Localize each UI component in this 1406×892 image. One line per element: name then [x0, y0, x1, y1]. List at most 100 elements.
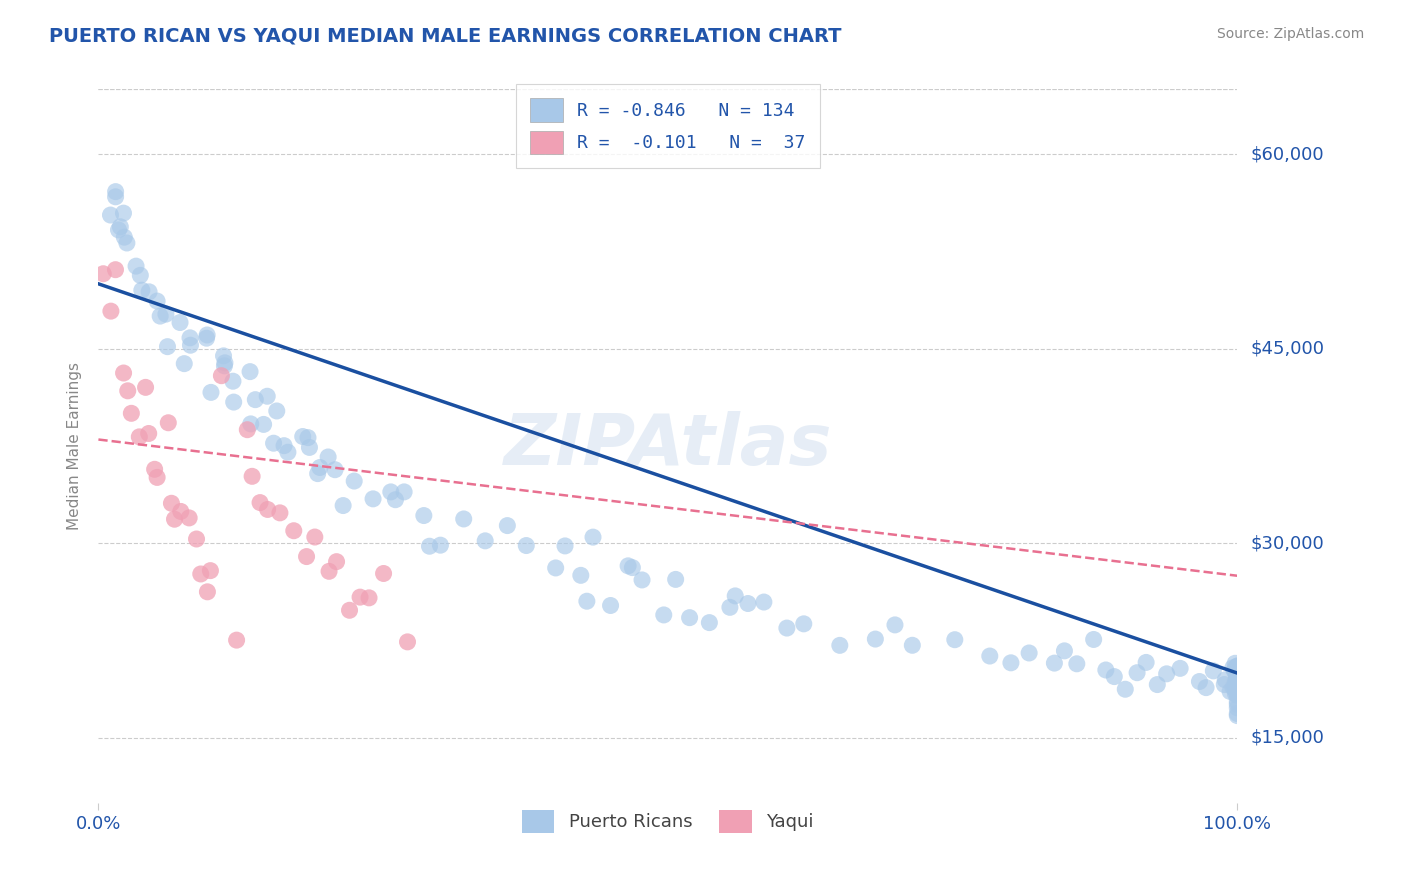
- Point: [1226, 679, 1249, 693]
- Point: [225, 633, 247, 648]
- Point: [515, 539, 537, 553]
- Point: [718, 600, 741, 615]
- Point: [155, 307, 177, 321]
- Point: [1225, 667, 1247, 681]
- Point: [699, 615, 721, 630]
- Point: [325, 555, 347, 569]
- Point: [865, 632, 887, 646]
- Point: [1226, 694, 1249, 708]
- Point: [179, 511, 201, 525]
- Point: [179, 338, 201, 352]
- Point: [569, 568, 592, 582]
- Point: [621, 560, 644, 574]
- Point: [1226, 666, 1249, 681]
- Point: [195, 331, 218, 345]
- Point: [1213, 677, 1236, 691]
- Point: [979, 648, 1001, 663]
- Point: [332, 499, 354, 513]
- Point: [100, 208, 122, 222]
- Point: [1219, 684, 1241, 698]
- Point: [1095, 663, 1118, 677]
- Point: [318, 564, 340, 578]
- Point: [1225, 679, 1247, 693]
- Point: [1225, 678, 1247, 692]
- Point: [115, 235, 138, 250]
- Point: [146, 293, 169, 308]
- Point: [1083, 632, 1105, 647]
- Point: [1104, 670, 1126, 684]
- Point: [1222, 661, 1244, 675]
- Point: [117, 384, 139, 398]
- Point: [298, 441, 321, 455]
- Point: [112, 206, 135, 220]
- Point: [396, 635, 419, 649]
- Point: [222, 374, 245, 388]
- Point: [277, 445, 299, 459]
- Point: [544, 561, 567, 575]
- Point: [128, 430, 150, 444]
- Point: [1225, 682, 1247, 697]
- Point: [943, 632, 966, 647]
- Point: [1126, 665, 1149, 680]
- Point: [343, 474, 366, 488]
- Point: [138, 285, 160, 299]
- Point: [1146, 677, 1168, 691]
- Point: [297, 431, 319, 445]
- Point: [120, 406, 142, 420]
- Point: [200, 564, 222, 578]
- Point: [1114, 682, 1136, 697]
- Point: [1226, 708, 1249, 723]
- Point: [1223, 664, 1246, 678]
- Point: [1223, 681, 1246, 696]
- Point: [256, 389, 278, 403]
- Point: [200, 385, 222, 400]
- Point: [1226, 698, 1249, 712]
- Point: [349, 590, 371, 604]
- Point: [156, 340, 179, 354]
- Point: [1222, 681, 1244, 695]
- Point: [1226, 681, 1249, 695]
- Point: [678, 610, 700, 624]
- Point: [131, 283, 153, 297]
- Point: [149, 309, 172, 323]
- Point: [429, 538, 451, 552]
- Point: [554, 539, 576, 553]
- Point: [212, 349, 235, 363]
- Point: [316, 450, 339, 464]
- Point: [1225, 661, 1247, 675]
- Point: [190, 566, 212, 581]
- Point: [1135, 656, 1157, 670]
- Point: [112, 366, 135, 380]
- Point: [1053, 644, 1076, 658]
- Point: [129, 268, 152, 283]
- Point: [179, 331, 201, 345]
- Text: $45,000: $45,000: [1251, 340, 1324, 358]
- Point: [339, 603, 361, 617]
- Point: [138, 426, 160, 441]
- Point: [222, 395, 245, 409]
- Point: [1018, 646, 1040, 660]
- Point: [304, 530, 326, 544]
- Point: [323, 463, 346, 477]
- Point: [307, 467, 329, 481]
- Point: [1226, 681, 1249, 696]
- Point: [1195, 681, 1218, 695]
- Point: [1226, 669, 1249, 683]
- Point: [1226, 673, 1249, 688]
- Point: [209, 368, 232, 383]
- Point: [617, 558, 640, 573]
- Point: [1156, 666, 1178, 681]
- Point: [828, 638, 851, 652]
- Point: [1226, 701, 1249, 715]
- Point: [160, 496, 183, 510]
- Point: [269, 506, 291, 520]
- Point: [652, 607, 675, 622]
- Text: $60,000: $60,000: [1251, 145, 1324, 163]
- Point: [1225, 678, 1247, 692]
- Point: [453, 512, 475, 526]
- Point: [169, 316, 191, 330]
- Point: [474, 533, 496, 548]
- Point: [1226, 686, 1249, 700]
- Point: [240, 469, 263, 483]
- Text: $30,000: $30,000: [1251, 534, 1324, 552]
